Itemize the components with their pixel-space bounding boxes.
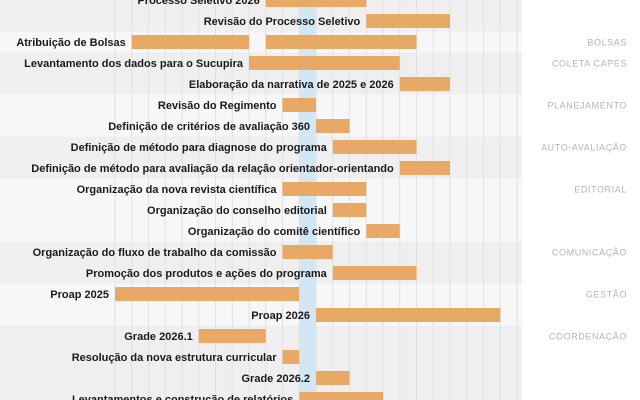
task-label: Organização da nova revista científica <box>77 184 278 196</box>
task-bar <box>399 161 450 175</box>
task-bar <box>366 14 450 28</box>
task-label: Organização do conselho editorial <box>147 205 327 217</box>
task-bar <box>332 140 417 154</box>
task-bar <box>282 98 316 112</box>
task-label: Definição de método para diagnose do pro… <box>71 142 328 154</box>
task-bar <box>265 35 417 49</box>
task-bar <box>249 56 400 70</box>
task-label: Organização do comitê científico <box>188 226 361 238</box>
task-bar <box>299 392 383 400</box>
task-bar <box>198 329 266 343</box>
group-label: COLETA CAPES <box>552 59 627 69</box>
group-label: AUTO-AVALIAÇÃO <box>541 143 627 153</box>
group-label: PLANEJAMENTO <box>547 101 627 111</box>
task-labels: Processo Seletivo 2026 Revisão do Process… <box>16 0 394 400</box>
group-label: COORDENAÇÃO <box>549 332 627 342</box>
task-label: Organização do fluxo de trabalho da comi… <box>33 247 277 259</box>
grid-lines <box>114 0 518 400</box>
task-label: Definição de critérios de avaliação 360 <box>108 121 310 133</box>
group-band <box>0 241 522 284</box>
task-label: Proap 2025 <box>50 289 109 301</box>
task-bar <box>332 203 367 217</box>
task-bar <box>366 224 400 238</box>
task-label: Levantamento dos dados para o Sucupira <box>24 58 244 70</box>
task-bar <box>316 119 350 133</box>
task-bar <box>265 0 367 7</box>
task-label: Revisão do Processo Seletivo <box>204 16 361 28</box>
group-label: EDITORIAL <box>574 185 627 195</box>
task-label: Resolução da nova estrutura curricular <box>72 352 278 364</box>
task-label: Elaboração da narrativa de 2025 e 2026 <box>189 79 394 91</box>
task-label: Grade 2026.1 <box>124 331 193 343</box>
task-label: Promoção dos produtos e ações do program… <box>86 268 328 280</box>
group-label: GESTÃO <box>586 290 627 300</box>
task-bar <box>316 308 501 322</box>
task-bar <box>282 245 333 259</box>
task-label: Proap 2026 <box>251 310 310 322</box>
task-bar <box>282 182 367 196</box>
task-label: Atribuição de Bolsas <box>16 37 125 49</box>
task-label: Grade 2026.2 <box>242 373 311 385</box>
task-bar <box>316 371 350 385</box>
group-band <box>0 94 522 137</box>
task-bar <box>282 350 300 364</box>
task-bar <box>332 266 417 280</box>
task-label: Revisão do Regimento <box>158 100 277 112</box>
task-label: Levantamentos e construção de relatórios <box>72 394 293 400</box>
task-bar <box>131 35 249 49</box>
task-bar <box>115 287 300 301</box>
group-band <box>0 178 522 242</box>
task-label: Definição de método para avaliação da re… <box>31 163 394 175</box>
group-label: BOLSAS <box>587 38 627 48</box>
task-bars <box>115 0 501 400</box>
group-labels: BOLSAS COLETA CAPES PLANEJAMENTO AUTO-AVALI… <box>541 38 627 342</box>
task-label: Processo Seletivo 2026 <box>137 0 259 7</box>
group-label: COMUNICAÇÃO <box>552 248 627 258</box>
task-bar <box>399 77 450 91</box>
